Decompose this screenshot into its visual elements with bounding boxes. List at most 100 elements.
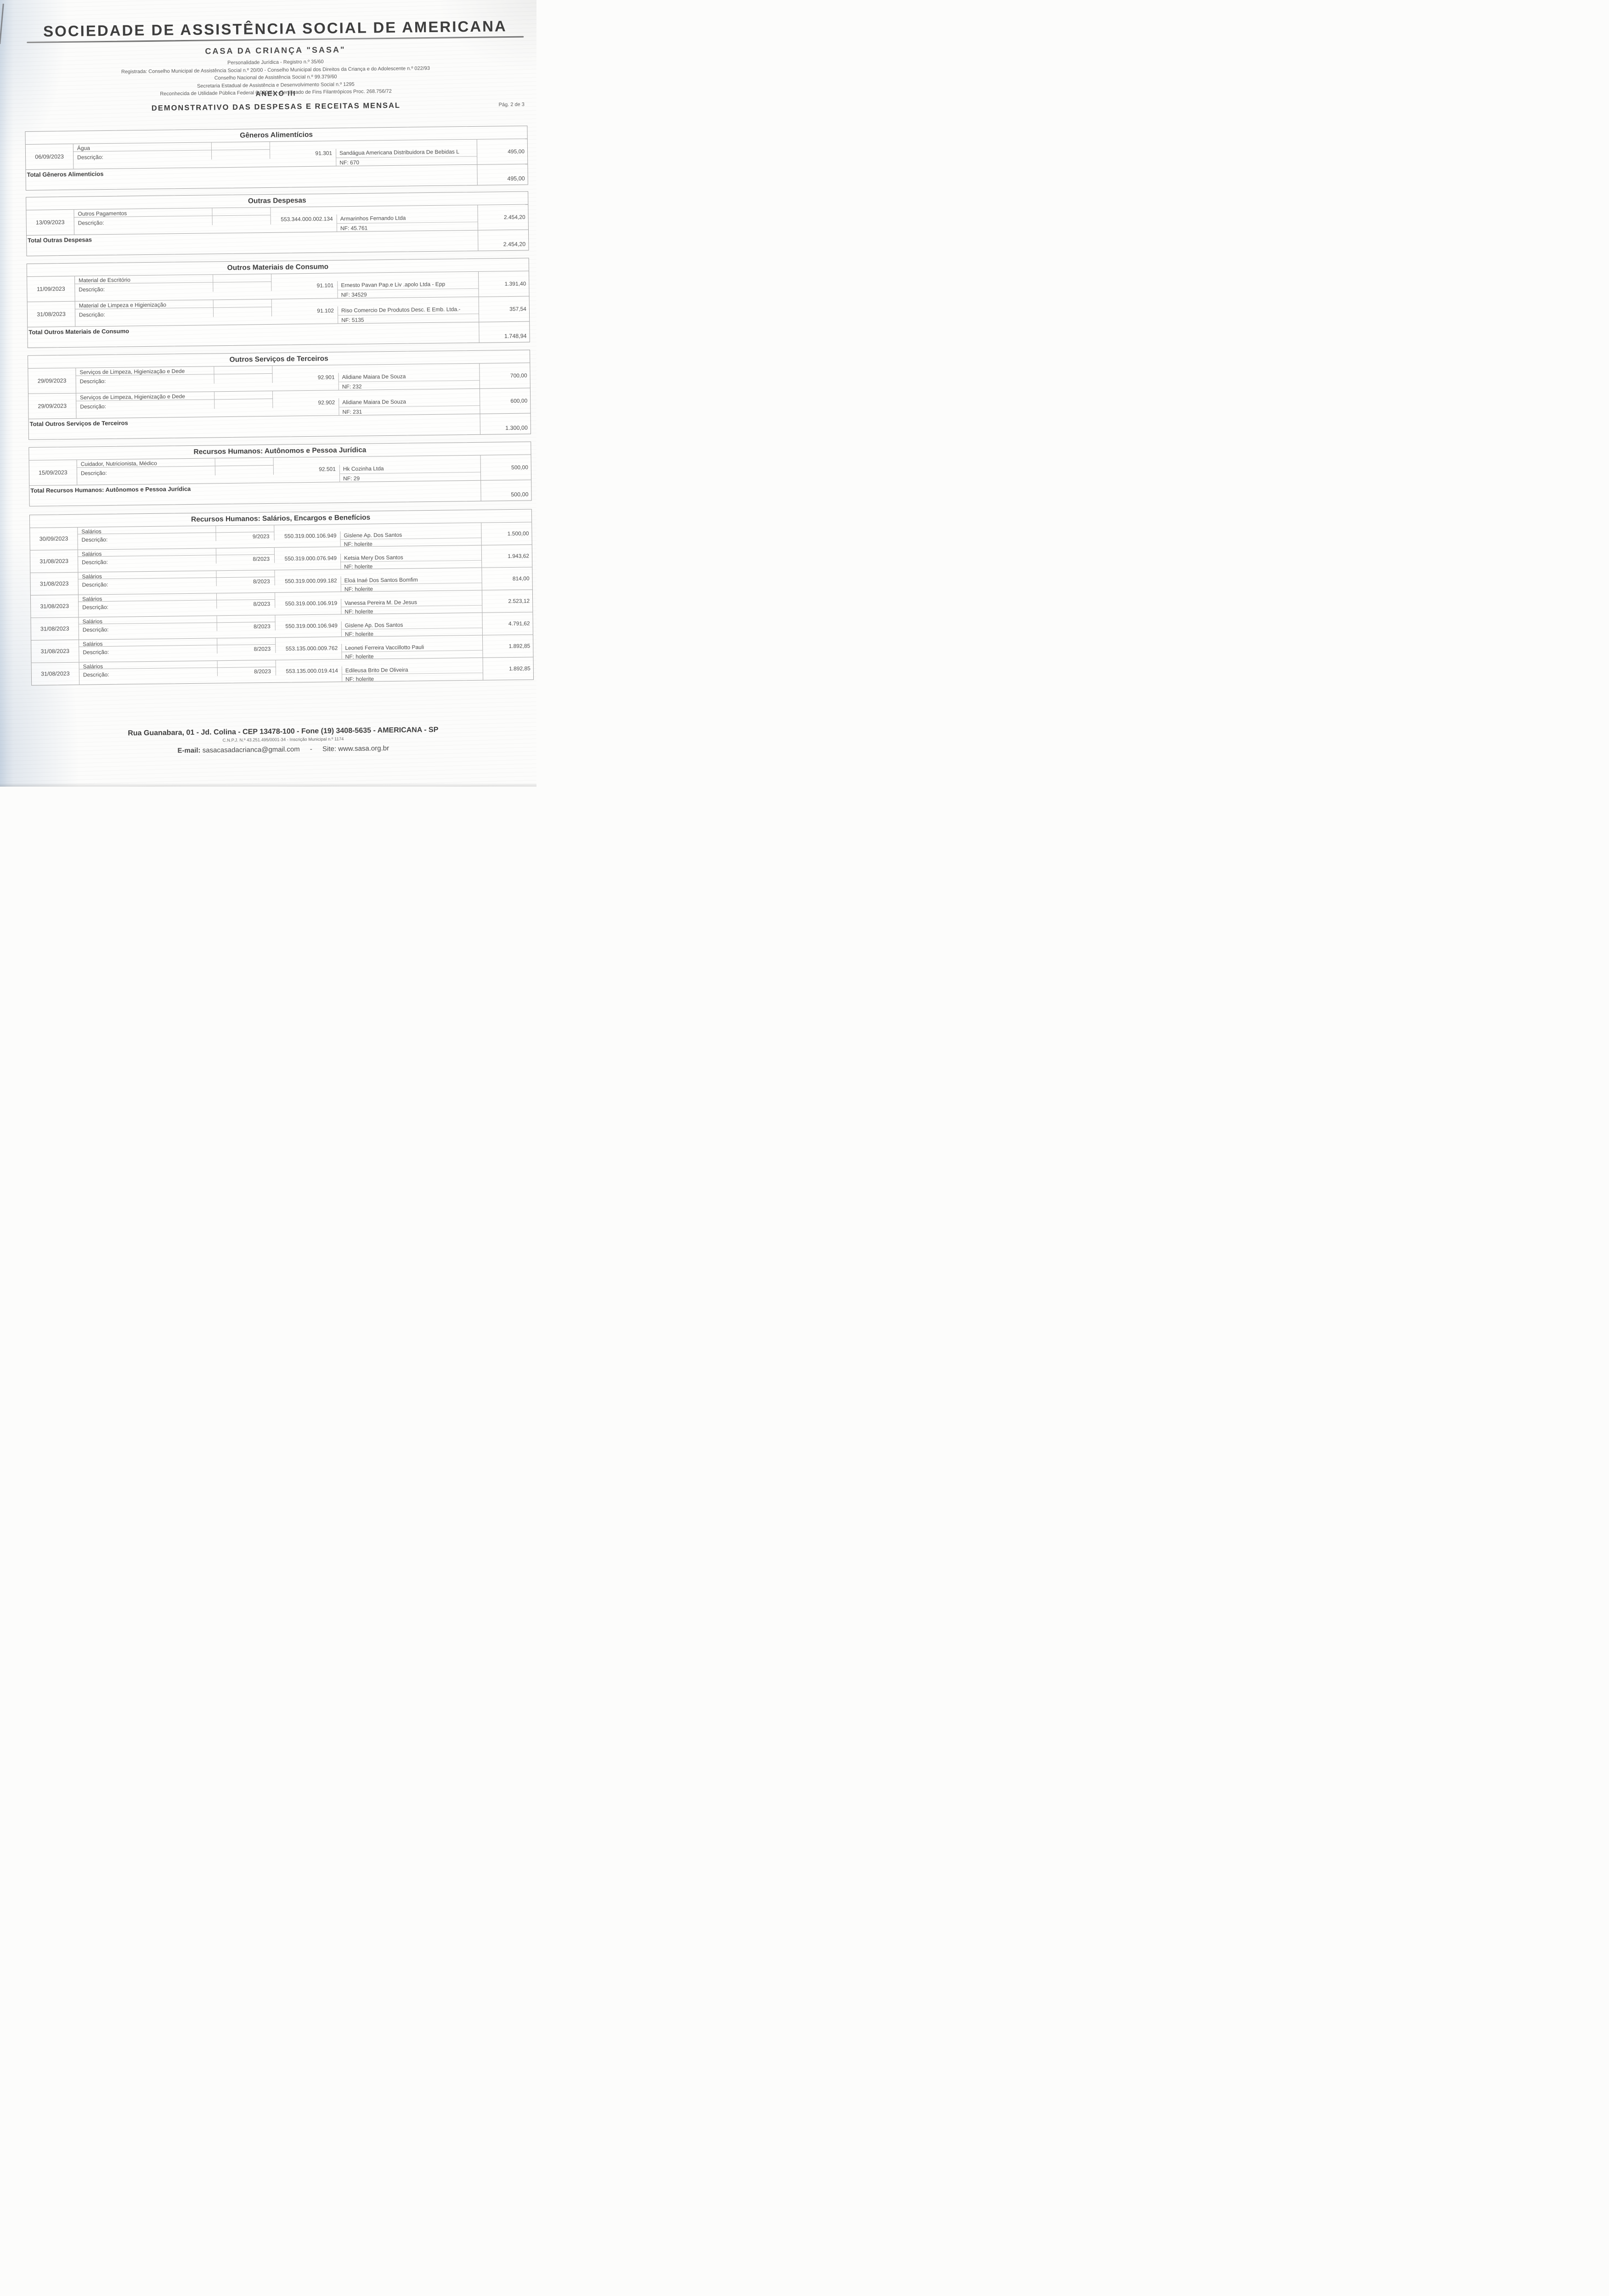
entry-desc-label: Descrição: [75, 282, 214, 293]
total-label: Total Outros Serviços de Terceiros [29, 419, 128, 428]
entry-code: 550.319.000.106.949 [284, 532, 337, 540]
entry-desc-label: Descrição: [73, 150, 212, 161]
entry-value: 357,54 [478, 296, 530, 322]
scanned-document-page: { "theme": { "paper": "#fcfcfb", "ink": … [0, 0, 536, 787]
entry-code: 553.344.000.002.134 [281, 215, 333, 223]
entry-competencia-spacer [213, 299, 272, 308]
entry-value: 4.791,62 [482, 612, 533, 635]
entry-competencia-spacer [213, 274, 272, 282]
email-value: sasacasadacrianca@gmail.com [202, 745, 300, 754]
total-value: 1.748,94 [479, 321, 530, 343]
entry-invoice: NF: 670 [336, 156, 477, 166]
entry-competencia-spacer [214, 366, 273, 374]
scan-bottom-edge-shade [0, 783, 536, 787]
entry-date: 31/08/2023 [27, 301, 76, 327]
entry-competencia-spacer [216, 592, 276, 600]
entry-competencia: 8/2023 [217, 599, 276, 608]
entry-value: 1.391,40 [478, 271, 529, 297]
footer-contacts: E-mail: sasacasadacrianca@gmail.com - Si… [32, 743, 535, 756]
entry-competencia-spacer [215, 457, 274, 466]
total-label: Total Outras Despesas [28, 236, 92, 244]
entry-competencia: 8/2023 [216, 577, 275, 586]
contact-separator: - [310, 745, 312, 753]
entry-competencia [213, 307, 272, 317]
entry-code: 91.102 [317, 307, 334, 314]
entry-date: 29/09/2023 [28, 368, 76, 394]
entry-invoice: NF: 29 [339, 472, 481, 482]
total-label: Total Outros Materiais de Consumo [28, 327, 130, 336]
entry-date: 29/09/2023 [28, 393, 77, 419]
section-outros-servicos-terceiros: Outros Serviços de Terceiros 29/09/2023 … [27, 349, 531, 440]
entry-date: 31/08/2023 [31, 617, 79, 640]
entry-date: 06/09/2023 [25, 144, 74, 169]
entry-value: 2.523,12 [481, 590, 533, 613]
entry-code: 92.501 [319, 465, 336, 473]
entry-desc-label: Descrição: [79, 600, 217, 610]
entry-value: 1.943,62 [481, 545, 532, 568]
entry-competencia [212, 215, 271, 225]
entry-invoice: NF: 5135 [338, 314, 479, 323]
entry-competencia-spacer [217, 660, 276, 668]
entry-code: 92.901 [317, 373, 335, 381]
entry-competencia-spacer [217, 615, 276, 623]
entry-desc-label: Descrição: [74, 215, 213, 227]
entry-competencia: 9/2023 [216, 532, 275, 541]
entry-value: 1.500,00 [481, 522, 532, 545]
entry-date: 31/08/2023 [30, 595, 79, 618]
entry-date: 31/08/2023 [30, 572, 79, 595]
entry-desc-label: Descrição: [79, 667, 218, 678]
entry-value: 1.892,85 [482, 657, 534, 680]
entry-value: 814,00 [481, 567, 532, 590]
page-footer: Rua Guanabara, 01 - Jd. Colina - CEP 134… [32, 725, 535, 756]
entry-code: 553.135.000.019.414 [286, 667, 338, 675]
entry-value: 600,00 [479, 388, 531, 414]
entry-code: 92.902 [318, 399, 335, 406]
section-generos-alimenticios: Gêneros Alimentícios 06/09/2023 Água Des… [25, 125, 528, 191]
entry-competencia-spacer [216, 547, 275, 555]
entry-desc-label: Descrição: [79, 622, 217, 633]
total-value: 1.300,00 [480, 413, 531, 434]
entry-value: 500,00 [480, 455, 531, 480]
entry-competencia: 8/2023 [217, 644, 276, 653]
total-label: Total Recursos Humanos: Autônomos e Pess… [30, 485, 191, 494]
entry-competencia [215, 399, 273, 409]
entry-desc-label: Descrição: [78, 577, 217, 588]
entry-desc-label: Descrição: [76, 399, 215, 411]
entry-invoice: NF: holerite [341, 673, 483, 681]
entry-competencia [213, 281, 272, 292]
entry-competencia-spacer [216, 570, 275, 578]
organization-subtitle: CASA DA CRIANÇA "SASA" [205, 45, 346, 56]
entry-code: 550.319.000.106.949 [285, 622, 338, 630]
entry-date: 31/08/2023 [30, 550, 79, 573]
entry-code: 550.319.000.076.949 [284, 554, 337, 562]
entry-date: 11/09/2023 [27, 276, 75, 302]
email-label: E-mail: [177, 746, 201, 754]
entry-desc-label: Descrição: [75, 307, 214, 319]
page-indicator: Pág. 2 de 3 [498, 101, 525, 107]
entry-competencia [215, 465, 274, 475]
entry-competencia: 8/2023 [217, 667, 276, 676]
entry-competencia: 8/2023 [216, 554, 275, 563]
section-outros-materiais-consumo: Outros Materiais de Consumo 11/09/2023 M… [26, 258, 530, 348]
entry-competencia-spacer [212, 207, 271, 216]
document-title-row: DEMONSTRATIVO DAS DESPESAS E RECEITAS ME… [25, 100, 527, 115]
entry-competencia-spacer [214, 391, 273, 400]
site-label: Site: [322, 744, 337, 753]
section-rh-salarios: Recursos Humanos: Salários, Encargos e B… [29, 509, 534, 686]
section-rh-autonomos-pj: Recursos Humanos: Autônomos e Pessoa Jur… [28, 441, 532, 506]
entry-desc-label: Descrição: [76, 374, 215, 385]
entry-value: 495,00 [476, 139, 528, 164]
entry-code: 91.301 [315, 149, 333, 157]
entry-competencia-spacer [217, 637, 276, 645]
site-value: www.sasa.org.br [338, 744, 390, 753]
total-value: 2.454,20 [477, 230, 529, 251]
entry-code: 550.319.000.099.182 [285, 577, 337, 585]
entry-desc-label: Descrição: [78, 555, 217, 565]
entry-invoice: NF: 34529 [337, 288, 479, 298]
scan-left-edge-tint [0, 0, 14, 787]
entry-competencia: 8/2023 [217, 622, 276, 631]
entry-value: 1.892,85 [482, 635, 533, 658]
total-label: Total Gêneros Alimenticios [27, 170, 104, 178]
entry-value: 2.454,20 [477, 204, 528, 230]
entry-code: 550.319.000.106.919 [285, 599, 338, 607]
